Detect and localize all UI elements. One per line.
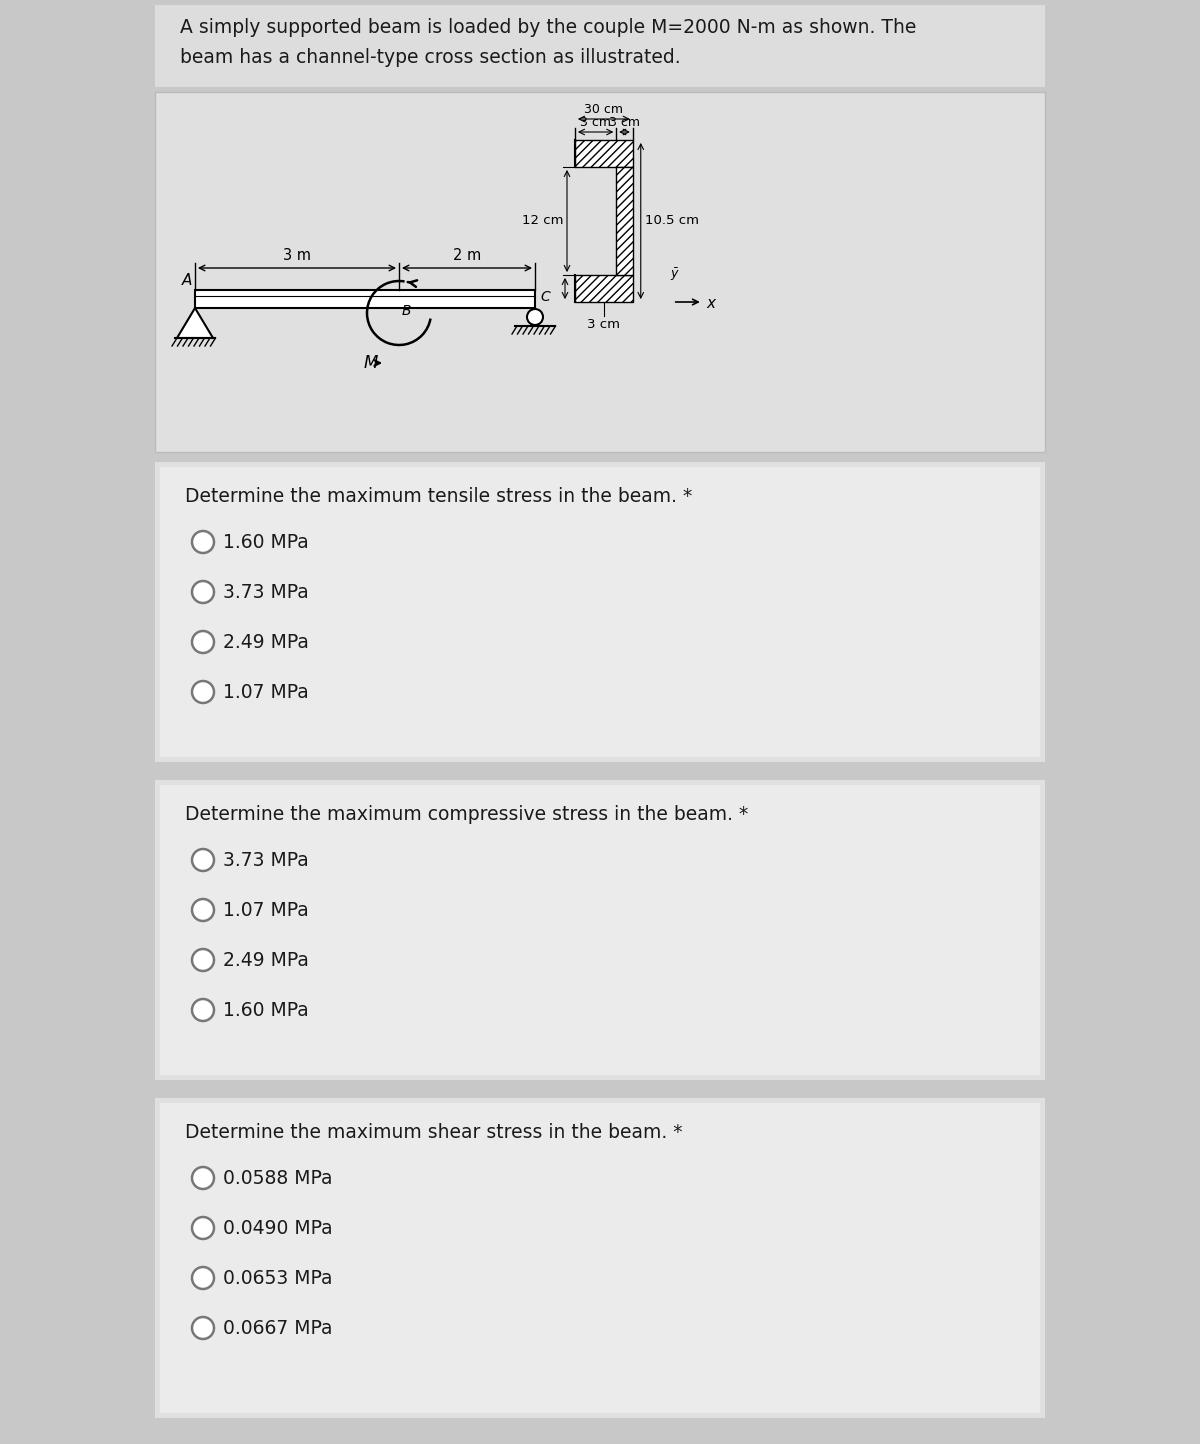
Text: beam has a channel-type cross section as illustrated.: beam has a channel-type cross section as…	[180, 48, 680, 66]
Circle shape	[192, 1217, 214, 1239]
Circle shape	[192, 682, 214, 703]
Text: 0.0490 MPa: 0.0490 MPa	[223, 1219, 332, 1238]
Circle shape	[192, 580, 214, 604]
Circle shape	[192, 849, 214, 871]
Text: 0.0653 MPa: 0.0653 MPa	[223, 1268, 332, 1288]
Circle shape	[192, 631, 214, 653]
Text: 3.73 MPa: 3.73 MPa	[223, 851, 308, 869]
Text: 3 cm: 3 cm	[587, 318, 620, 331]
Text: 0.0588 MPa: 0.0588 MPa	[223, 1168, 332, 1187]
Text: Determine the maximum shear stress in the beam. *: Determine the maximum shear stress in th…	[185, 1123, 683, 1142]
Bar	[160, 786, 1040, 1074]
Bar	[160, 1103, 1040, 1414]
Circle shape	[192, 900, 214, 921]
Text: $\bar{y}$: $\bar{y}$	[670, 267, 679, 283]
Circle shape	[192, 999, 214, 1021]
Text: 0.0667 MPa: 0.0667 MPa	[223, 1318, 332, 1337]
Text: 2.49 MPa: 2.49 MPa	[223, 632, 308, 651]
Bar	[160, 466, 1040, 757]
Bar	[155, 1097, 1045, 1418]
Text: A simply supported beam is loaded by the couple M=2000 N-m as shown. The: A simply supported beam is loaded by the…	[180, 17, 917, 38]
Text: A: A	[181, 273, 192, 287]
Text: 3.73 MPa: 3.73 MPa	[223, 582, 308, 602]
Text: Determine the maximum compressive stress in the beam. *: Determine the maximum compressive stress…	[185, 804, 749, 825]
Text: B: B	[402, 305, 412, 318]
Text: 3 cm: 3 cm	[610, 116, 640, 129]
Circle shape	[527, 309, 542, 325]
Text: 3 cm: 3 cm	[580, 116, 611, 129]
Text: 1.60 MPa: 1.60 MPa	[223, 1001, 308, 1019]
Bar	[155, 462, 1045, 762]
Text: 1.07 MPa: 1.07 MPa	[223, 683, 308, 702]
Circle shape	[192, 1317, 214, 1339]
Text: 12 cm: 12 cm	[522, 215, 563, 228]
Bar	[575, 140, 632, 168]
Text: M: M	[364, 354, 378, 373]
Text: Determine the maximum tensile stress in the beam. *: Determine the maximum tensile stress in …	[185, 487, 692, 505]
Bar	[194, 290, 535, 308]
Bar	[155, 4, 1045, 87]
Text: 10.5 cm: 10.5 cm	[644, 215, 698, 228]
Text: 30 cm: 30 cm	[584, 103, 623, 116]
Circle shape	[192, 1167, 214, 1188]
Circle shape	[192, 949, 214, 970]
Bar	[155, 92, 1045, 452]
Text: 3 m: 3 m	[283, 248, 311, 263]
Text: 1.60 MPa: 1.60 MPa	[223, 533, 308, 552]
Text: 1.07 MPa: 1.07 MPa	[223, 901, 308, 920]
Text: 2.49 MPa: 2.49 MPa	[223, 950, 308, 969]
Circle shape	[192, 1266, 214, 1289]
Text: x: x	[707, 296, 715, 310]
Polygon shape	[178, 308, 214, 338]
Text: C: C	[540, 290, 550, 305]
Bar	[617, 168, 632, 274]
Bar	[575, 274, 632, 302]
Circle shape	[192, 531, 214, 553]
Text: 2 m: 2 m	[452, 248, 481, 263]
Bar	[155, 780, 1045, 1080]
